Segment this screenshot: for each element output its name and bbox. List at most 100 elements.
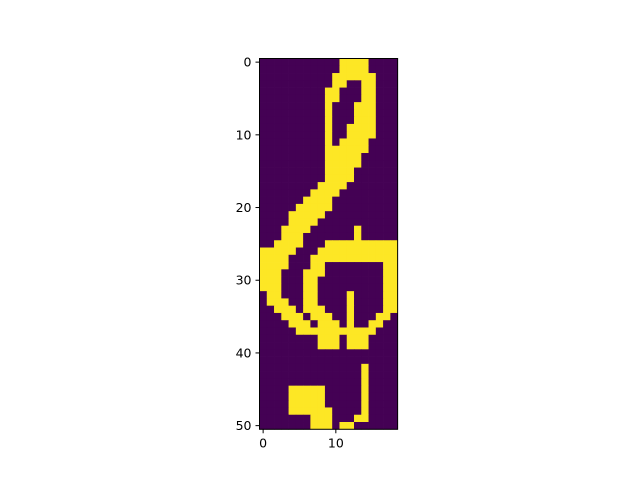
heatmap-cell [295,211,304,219]
heatmap-cell [339,392,348,401]
heatmap-cell [332,65,340,74]
heatmap-cell [368,203,377,212]
heatmap-cell [390,327,398,336]
heatmap-cell [281,392,289,401]
heatmap-cell [295,218,304,227]
heatmap-cell [383,385,391,394]
heatmap-cell [368,138,377,147]
heatmap-cell [295,276,304,285]
heatmap-cell [266,203,275,212]
heatmap-cell [390,247,398,256]
heatmap-cell [383,102,391,110]
heatmap-cell [303,363,311,372]
heatmap-cell [324,225,333,234]
heatmap-cell [361,174,369,183]
heatmap-cell [361,94,369,103]
heatmap-cell [317,225,326,234]
heatmap-cell [310,378,319,386]
heatmap-cell [354,138,362,147]
heatmap-cell [332,87,340,96]
heatmap-cell [303,298,311,307]
heatmap-cell [310,58,319,67]
heatmap-cell [274,327,282,336]
heatmap-cell [361,363,369,372]
heatmap-cell [317,312,326,321]
heatmap-cell [346,196,355,205]
heatmap-cell [317,262,326,270]
heatmap-cell [266,102,275,110]
heatmap-cell [288,414,297,423]
heatmap-cell [361,400,369,408]
heatmap-cell [317,371,326,379]
heatmap-cell [274,371,282,379]
heatmap-cell [295,102,304,110]
heatmap-cell [274,254,282,263]
heatmap-cell [346,167,355,176]
heatmap-cell [361,385,369,394]
heatmap-cell [375,160,384,168]
heatmap-cell [303,211,311,219]
heatmap-cell [383,203,391,212]
heatmap-cell [266,87,275,96]
heatmap-cell [332,58,340,67]
heatmap-cell [346,153,355,161]
heatmap-cell [288,422,297,430]
heatmap-cell [383,182,391,190]
heatmap-cell [375,356,384,365]
heatmap-cell [361,160,369,168]
heatmap-cell [310,291,319,299]
heatmap-cell [368,189,377,197]
heatmap-cell [354,349,362,357]
heatmap-cell [332,203,340,212]
heatmap-cell [281,363,289,372]
heatmap-cell [383,138,391,147]
heatmap-cell [310,116,319,125]
heatmap-cell [310,240,319,248]
heatmap-cell [303,334,311,343]
heatmap-cell [375,385,384,394]
heatmap-cell [354,371,362,379]
heatmap-cell [361,378,369,386]
heatmap-cell [390,262,398,270]
heatmap-cell [339,262,348,270]
heatmap-cell [361,371,369,379]
heatmap-cell [274,262,282,270]
heatmap-cell [339,80,348,88]
heatmap-cell [332,400,340,408]
heatmap-cell [310,385,319,394]
heatmap-cell [332,232,340,241]
heatmap-cell [332,153,340,161]
heatmap-cell [332,116,340,125]
heatmap-cell [259,356,268,365]
heatmap-cell [295,407,304,416]
heatmap-cell [324,116,333,125]
heatmap-cell [332,363,340,372]
heatmap-cell [332,218,340,227]
heatmap-cell [383,116,391,125]
heatmap-cell [317,131,326,139]
heatmap-cell [339,225,348,234]
heatmap-cell [274,73,282,81]
heatmap-cell [346,211,355,219]
heatmap-cell [266,116,275,125]
heatmap-cell [324,298,333,307]
heatmap-cell [324,276,333,285]
heatmap-cell [339,298,348,307]
heatmap-cell [332,371,340,379]
heatmap-cell [303,153,311,161]
x-tick-label: 10 [328,435,344,450]
heatmap-cell [288,269,297,277]
heatmap-cell [339,371,348,379]
heatmap-cell [310,327,319,336]
heatmap-cell [295,334,304,343]
heatmap-cell [346,371,355,379]
heatmap-cell [310,298,319,307]
heatmap-cell [383,298,391,307]
heatmap-cell [266,240,275,248]
heatmap-cell [324,218,333,227]
heatmap-cell [354,400,362,408]
heatmap-cell [375,189,384,197]
heatmap-cell [361,269,369,277]
heatmap-cell [281,232,289,241]
heatmap-cell [332,94,340,103]
